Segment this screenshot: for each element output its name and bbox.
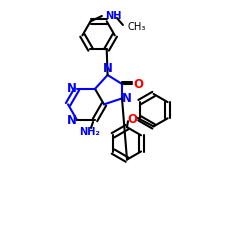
Text: N: N [67, 82, 77, 95]
Text: N: N [122, 92, 132, 105]
Text: O: O [127, 113, 137, 126]
Text: NH₂: NH₂ [80, 127, 100, 137]
Text: N: N [67, 114, 77, 126]
Text: CH₃: CH₃ [128, 22, 146, 32]
Text: NH: NH [105, 11, 122, 21]
Text: O: O [133, 78, 143, 90]
Text: N: N [103, 62, 113, 76]
